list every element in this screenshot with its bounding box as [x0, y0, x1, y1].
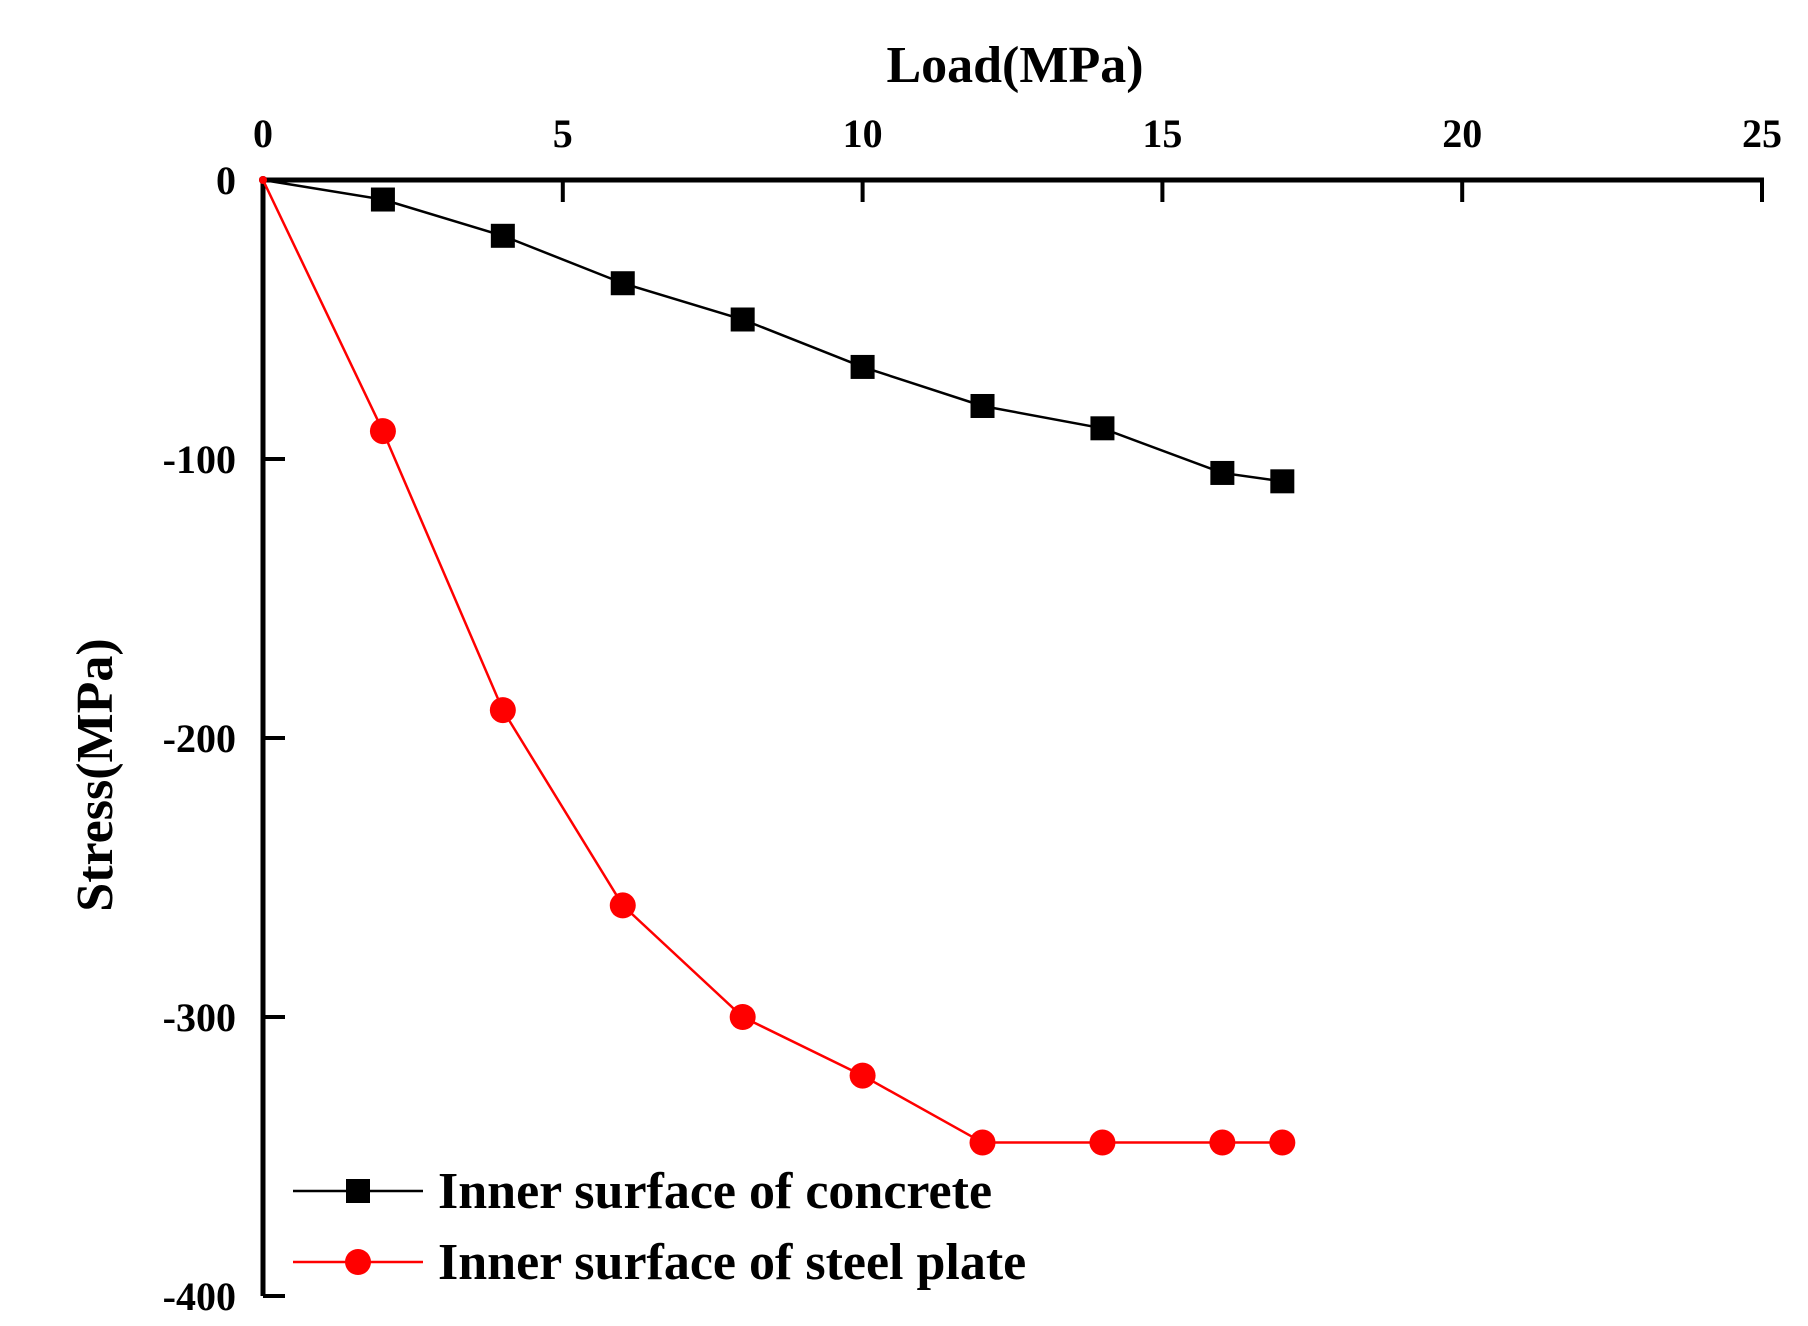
x-tick-label: 20	[1442, 111, 1482, 156]
data-point	[1270, 469, 1295, 494]
x-axis-title: Load(MPa)	[886, 37, 1143, 94]
series-line	[261, 179, 1283, 1144]
legend-label-concrete: Inner surface of concrete	[438, 1163, 992, 1220]
y-tick-label: -300	[163, 995, 236, 1040]
data-point	[849, 1062, 876, 1089]
y-tick-label: 0	[216, 158, 236, 203]
data-point	[609, 892, 636, 919]
series-line	[262, 178, 1283, 483]
x-ticks: 0 5 10 15 20 25	[253, 111, 1782, 202]
y-tick-label: -100	[163, 437, 236, 482]
data-point	[610, 271, 635, 296]
data-point	[370, 187, 395, 212]
x-tick-label: 15	[1142, 111, 1182, 156]
data-point	[1089, 1129, 1116, 1156]
x-tick-label: 25	[1742, 111, 1782, 156]
y-ticks: 0 -100 -200 -300 -400	[163, 158, 285, 1319]
x-tick-label: 5	[553, 111, 573, 156]
data-point	[729, 1004, 756, 1030]
data-point	[369, 418, 396, 445]
y-axis-title: Stress(MPa)	[67, 638, 124, 911]
data-point	[969, 1129, 996, 1156]
x-tick-label: 10	[843, 111, 883, 156]
data-point	[1209, 1129, 1236, 1156]
data-point	[489, 697, 516, 724]
legend-label-steel-plate: Inner surface of steel plate	[438, 1234, 1026, 1291]
legend: Inner surface of concrete Inner surface …	[293, 1163, 1026, 1291]
data-point	[1210, 460, 1235, 485]
series-concrete	[259, 176, 1295, 494]
data-point	[970, 393, 995, 418]
series-steel-plate	[259, 176, 1296, 1156]
series-layer	[259, 176, 1296, 1156]
data-point	[850, 354, 875, 379]
data-point	[1090, 416, 1115, 441]
legend-marker-steel-plate	[345, 1249, 371, 1275]
y-tick-label: -200	[163, 716, 236, 761]
legend-marker-concrete	[346, 1179, 370, 1203]
data-point	[490, 223, 515, 248]
axes	[260, 177, 1764, 1296]
x-tick-label: 0	[253, 111, 273, 156]
y-tick-label: -400	[163, 1274, 236, 1319]
data-point	[730, 307, 755, 332]
data-point	[259, 176, 267, 184]
data-point	[1269, 1129, 1296, 1156]
